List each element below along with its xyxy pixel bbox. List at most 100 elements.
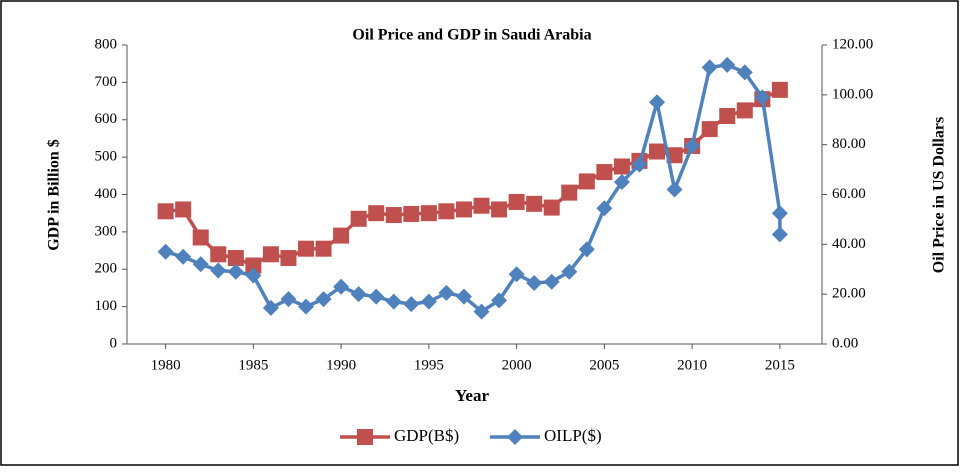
oil-point bbox=[227, 263, 244, 280]
y-tick-label: 200 bbox=[95, 261, 118, 277]
x-tick-label: 1985 bbox=[238, 357, 268, 373]
gdp-point bbox=[543, 199, 560, 216]
oil-point bbox=[157, 243, 174, 260]
oil-point bbox=[420, 293, 437, 310]
oil-point bbox=[333, 278, 350, 295]
gdp-point bbox=[403, 205, 420, 222]
oil-point bbox=[192, 256, 209, 273]
y-axis-title: GDP in Billion $ bbox=[46, 139, 63, 251]
oil-point bbox=[280, 291, 297, 308]
y-tick-label: 500 bbox=[95, 149, 118, 165]
gdp-point bbox=[719, 108, 736, 125]
oil-point bbox=[666, 181, 683, 198]
gdp-point bbox=[526, 195, 543, 212]
gdp-point bbox=[578, 173, 595, 190]
x-tick-label: 1995 bbox=[414, 357, 444, 373]
oil-point bbox=[350, 286, 367, 303]
gdp-point bbox=[227, 250, 244, 267]
gdp-point bbox=[315, 240, 332, 257]
x-tick-label: 2010 bbox=[677, 357, 707, 373]
oil-point bbox=[210, 262, 227, 279]
gdp-point bbox=[701, 121, 718, 138]
gdp-point bbox=[455, 201, 472, 218]
oil-point bbox=[526, 274, 543, 291]
gdp-point bbox=[438, 203, 455, 220]
legend-label: GDP(B$) bbox=[394, 426, 459, 445]
x-tick-label: 2005 bbox=[589, 357, 619, 373]
chart-title: Oil Price and GDP in Saudi Arabia bbox=[352, 27, 591, 44]
oil-point bbox=[298, 298, 315, 315]
oil-point bbox=[561, 263, 578, 280]
oil-point bbox=[719, 56, 736, 73]
gdp-point bbox=[613, 158, 630, 175]
oil-point bbox=[385, 293, 402, 310]
oil-point bbox=[771, 226, 788, 243]
y-tick-label: 100 bbox=[95, 298, 118, 314]
oil-point bbox=[771, 205, 788, 222]
oil-point bbox=[262, 299, 279, 316]
y-tick-label: 400 bbox=[95, 186, 118, 202]
y2-axis-title: Oil Price in US Dollars bbox=[931, 117, 948, 273]
oil-point bbox=[684, 137, 701, 154]
oil-point bbox=[543, 273, 560, 290]
gdp-point bbox=[350, 210, 367, 227]
gdp-point bbox=[280, 250, 297, 267]
gdp-point bbox=[298, 240, 315, 257]
legend-marker bbox=[507, 429, 523, 445]
gdp-point bbox=[491, 201, 508, 218]
x-tick-label: 2015 bbox=[765, 357, 795, 373]
oil-point bbox=[175, 248, 192, 265]
gdp-point bbox=[210, 246, 227, 263]
gdp-point bbox=[736, 102, 753, 119]
gdp-point bbox=[192, 229, 209, 246]
y-tick-label: 300 bbox=[95, 223, 118, 239]
x-tick-label: 2000 bbox=[502, 357, 532, 373]
gdp-point bbox=[157, 203, 174, 220]
y-tick-label: 800 bbox=[95, 36, 118, 52]
oil-point bbox=[508, 266, 525, 283]
y2-tick-label: 60.00 bbox=[832, 186, 866, 202]
gdp-point bbox=[596, 164, 613, 181]
oil-point bbox=[245, 267, 262, 284]
gdp-point bbox=[420, 205, 437, 222]
oil-point bbox=[491, 292, 508, 309]
oil-point bbox=[473, 303, 490, 320]
gdp-point bbox=[508, 193, 525, 210]
x-axis-title: Year bbox=[455, 386, 489, 405]
oil-point bbox=[403, 296, 420, 313]
y2-tick-label: 0.00 bbox=[832, 335, 858, 351]
oil-point bbox=[368, 288, 385, 305]
gdp-point bbox=[262, 246, 279, 263]
gdp-point bbox=[175, 201, 192, 218]
oil-point bbox=[701, 59, 718, 76]
y2-tick-label: 40.00 bbox=[832, 236, 866, 252]
y2-tick-label: 80.00 bbox=[832, 136, 866, 152]
x-tick-label: 1980 bbox=[151, 357, 181, 373]
oil-point bbox=[315, 291, 332, 308]
oil-point bbox=[631, 156, 648, 173]
y-tick-label: 700 bbox=[95, 74, 118, 90]
gdp-point bbox=[368, 205, 385, 222]
oil-point bbox=[736, 64, 753, 81]
gdp-point bbox=[666, 147, 683, 164]
y-tick-label: 0 bbox=[110, 335, 118, 351]
oil-point bbox=[596, 200, 613, 217]
oil-point bbox=[438, 284, 455, 301]
legend-label: OILP($) bbox=[544, 426, 602, 445]
y2-tick-label: 20.00 bbox=[832, 286, 866, 302]
legend-marker bbox=[357, 429, 373, 445]
x-tick-label: 1990 bbox=[326, 357, 356, 373]
gdp-point bbox=[385, 207, 402, 224]
y-tick-label: 600 bbox=[95, 111, 118, 127]
y2-tick-label: 120.00 bbox=[832, 36, 873, 52]
gdp-point bbox=[561, 184, 578, 201]
oil-point bbox=[578, 241, 595, 258]
y2-tick-label: 100.00 bbox=[832, 86, 873, 102]
gdp-point bbox=[473, 197, 490, 214]
gdp-point bbox=[245, 257, 262, 274]
gdp-point bbox=[771, 81, 788, 98]
oil-point bbox=[613, 174, 630, 191]
oil-point bbox=[649, 94, 666, 111]
